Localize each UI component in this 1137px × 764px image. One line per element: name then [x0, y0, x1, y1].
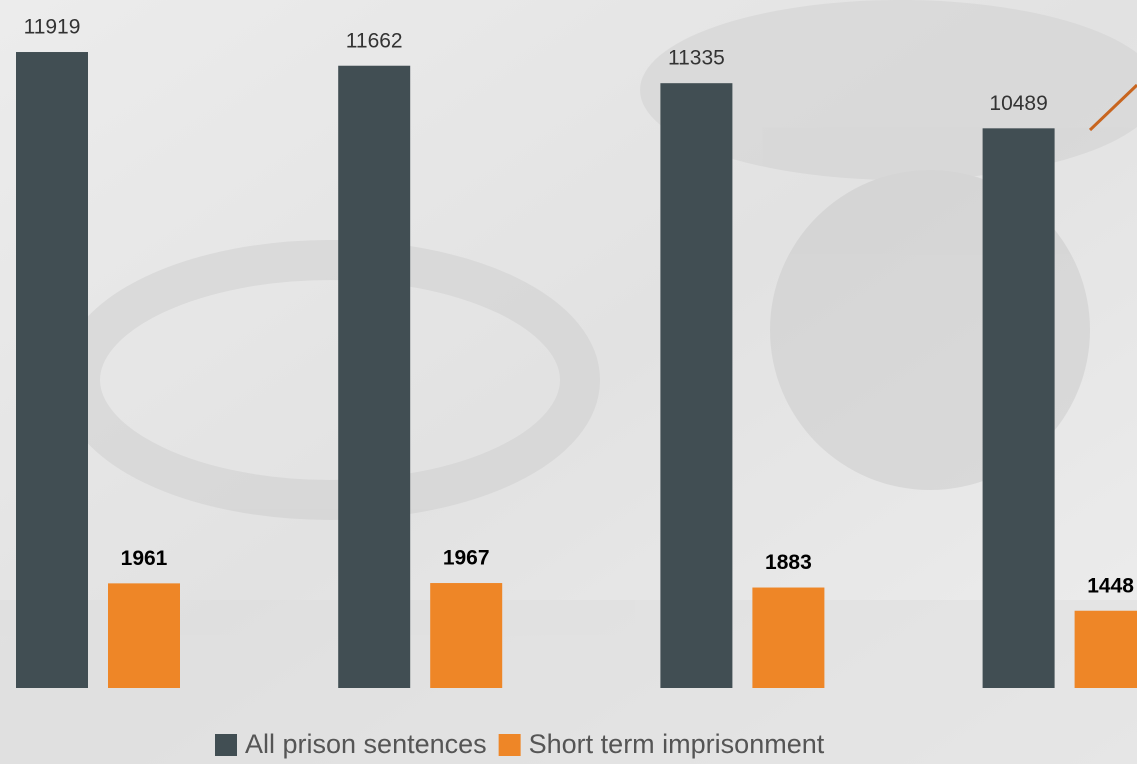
- bar: [430, 583, 503, 688]
- bar: [752, 587, 825, 688]
- legend-swatch: [498, 734, 521, 756]
- bar: [1074, 610, 1137, 688]
- bar: [338, 65, 411, 689]
- bar: [108, 583, 180, 688]
- legend: All prison sentences Short term imprisonm…: [215, 729, 825, 759]
- data-label: 1961: [121, 547, 168, 570]
- legend-label: All prison sentences: [245, 729, 487, 759]
- bar: [660, 83, 733, 688]
- data-label: 10489: [989, 92, 1047, 115]
- legend-swatch: [215, 734, 237, 756]
- data-label: 1883: [765, 551, 812, 574]
- data-label: 11335: [668, 47, 725, 70]
- data-label: 11919: [24, 16, 81, 39]
- data-label: 1967: [443, 547, 490, 570]
- bar: [16, 52, 88, 688]
- decor-line: [1088, 83, 1137, 132]
- bar: [982, 128, 1055, 688]
- legend-label: Short term imprisonment: [529, 729, 825, 759]
- data-label: 1448: [1087, 574, 1134, 597]
- data-label: 11662: [346, 29, 403, 52]
